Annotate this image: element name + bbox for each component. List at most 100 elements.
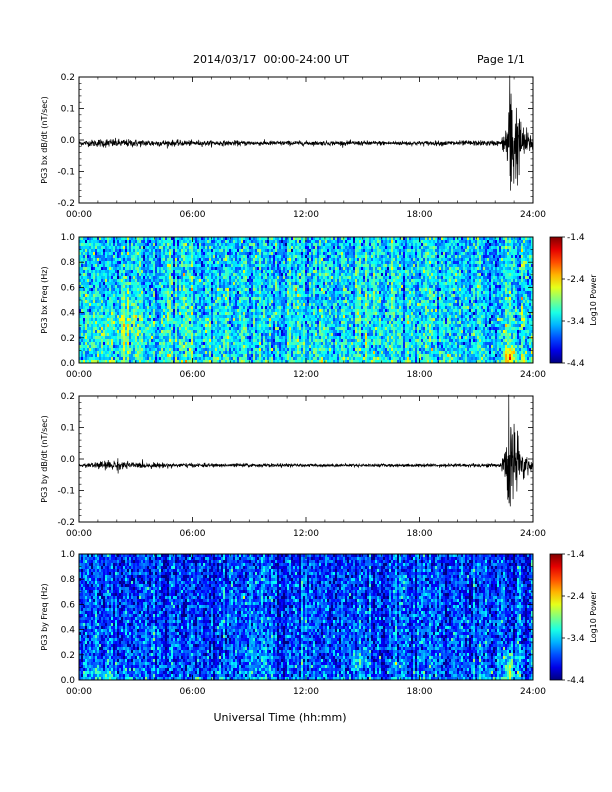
spectrogram-cell [205,282,207,285]
spectrogram-cell [293,309,295,312]
spectrogram-cell [295,243,297,246]
spectrogram-cell [89,330,91,333]
spectrogram-cell [169,309,171,312]
spectrogram-cell [283,327,285,330]
spectrogram-cell [201,246,203,249]
spectrogram-cell [133,267,135,270]
spectrogram-cell [143,327,145,330]
spectrogram-cell [157,327,159,330]
spectrogram-cell [151,243,153,246]
spectrogram-cell [149,267,151,270]
spectrogram-cell [301,267,303,270]
spectrogram-cell [221,261,223,264]
spectrogram-cell [309,300,311,303]
spectrogram-cell [111,276,113,279]
spectrogram-cell [237,306,239,309]
spectrogram-cell [187,285,189,288]
spectrogram-cell [93,255,95,258]
spectrogram-cell [121,306,123,309]
spectrogram-cell [279,309,281,312]
spectrogram-cell [281,276,283,279]
spectrogram-cell [211,300,213,303]
spectrogram-cell [93,297,95,300]
spectrogram-cell [151,357,153,360]
spectrogram-cell [175,252,177,255]
spectrogram-cell [99,252,101,255]
spectrogram-cell [193,351,195,354]
spectrogram-cell [171,276,173,279]
spectrogram-cell [119,351,121,354]
spectrogram-cell [197,345,199,348]
spectrogram-cell [257,357,259,360]
spectrogram-cell [241,255,243,258]
spectrogram-cell [259,306,261,309]
spectrogram-cell [249,348,251,351]
spectrogram-cell [193,339,195,342]
spectrogram-cell [127,285,129,288]
spectrogram-cell [237,288,239,291]
spectrogram-cell [153,240,155,243]
spectrogram-cell [199,300,201,303]
spectrogram-cell [177,330,179,333]
spectrogram-cell [197,249,199,252]
spectrogram-cell [217,303,219,306]
spectrogram-cell [273,249,275,252]
spectrogram-cell [213,267,215,270]
spectrogram-cell [307,267,309,270]
spectrogram-cell [271,291,273,294]
spectrogram-cell [289,345,291,348]
spectrogram-cell [259,342,261,345]
spectrogram-cell [285,288,287,291]
spectrogram-cell [265,243,267,246]
spectrogram-cell [261,339,263,342]
spectrogram-cell [283,252,285,255]
spectrogram-cell [129,243,131,246]
spectrogram-cell [95,300,97,303]
spectrogram-cell [81,348,83,351]
spectrogram-cell [137,312,139,315]
spectrogram-cell [123,333,125,336]
spectrogram-cell [245,300,247,303]
spectrogram-cell [189,303,191,306]
spectrogram-cell [103,288,105,291]
spectrogram-cell [229,357,231,360]
spectrogram-cell [237,324,239,327]
spectrogram-cell [295,246,297,249]
spectrogram-cell [309,291,311,294]
spectrogram-cell [199,285,201,288]
spectrogram-cell [239,264,241,267]
spectrogram-cell [225,333,227,336]
spectrogram-cell [295,321,297,324]
spectrogram-cell [95,279,97,282]
spectrogram-cell [101,276,103,279]
spectrogram-cell [263,351,265,354]
spectrogram-cell [167,288,169,291]
spectrogram-cell [307,282,309,285]
spectrogram-cell [139,345,141,348]
spectrogram-cell [141,312,143,315]
spectrogram-cell [143,291,145,294]
spectrogram-cell [141,336,143,339]
spectrogram-cell [201,312,203,315]
spectrogram-cell [107,282,109,285]
spectrogram-cell [83,294,85,297]
spectrogram-cell [153,258,155,261]
spectrogram-cell [293,342,295,345]
spectrogram-cell [307,255,309,258]
spectrogram-cell [249,306,251,309]
spectrogram-cell [187,309,189,312]
spectrogram-cell [235,312,237,315]
spectrogram-cell [81,309,83,312]
spectrogram-cell [307,261,309,264]
spectrogram-cell [105,318,107,321]
spectrogram-cell [305,264,307,267]
spectrogram-cell [237,315,239,318]
spectrogram-cell [225,339,227,342]
spectrogram-cell [181,333,183,336]
spectrogram-cell [125,351,127,354]
spectrogram-cell [87,303,89,306]
spectrogram-cell [193,276,195,279]
spectrogram-cell [205,297,207,300]
spectrogram-cell [275,333,277,336]
spectrogram-cell [99,309,101,312]
